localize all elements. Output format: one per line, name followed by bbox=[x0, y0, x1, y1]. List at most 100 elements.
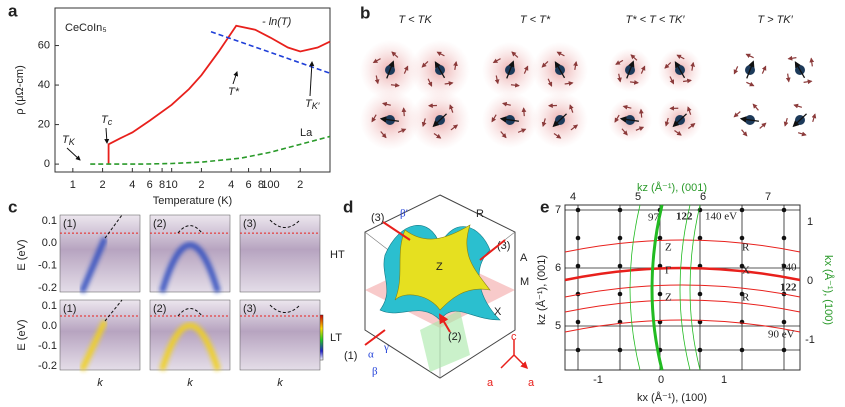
electron-spin bbox=[664, 117, 670, 127]
annotation-text: T bbox=[305, 98, 313, 110]
electron-spin bbox=[676, 54, 685, 60]
electron-spin bbox=[380, 131, 387, 139]
kx-contour bbox=[650, 204, 664, 371]
moment-spin bbox=[506, 60, 515, 79]
tick-label: 0 bbox=[658, 374, 664, 386]
label: β bbox=[372, 366, 378, 378]
panel-d: d (3) β′ R (3) Z A M X (1) α γ β (2) c a… bbox=[343, 194, 535, 389]
electron-spin bbox=[421, 60, 429, 68]
electron-spin bbox=[793, 103, 803, 109]
x-tick-label: 2 bbox=[100, 179, 106, 191]
bare-band bbox=[269, 304, 301, 313]
x-tick-label: 2 bbox=[297, 179, 303, 191]
band bbox=[159, 322, 221, 371]
label: M bbox=[520, 276, 529, 288]
grid-point bbox=[575, 207, 581, 213]
grid-point bbox=[575, 319, 581, 325]
electron-spin bbox=[491, 114, 497, 123]
electron-spin bbox=[629, 79, 639, 85]
point-label: X bbox=[742, 265, 750, 277]
y-tick-label: 0.1 bbox=[42, 215, 57, 227]
x-tick-label: 6 bbox=[147, 179, 153, 191]
kx-contour bbox=[679, 204, 691, 371]
electron-spin bbox=[682, 78, 692, 84]
y-tick-label: 0 bbox=[44, 158, 50, 170]
electron-spin bbox=[421, 118, 427, 128]
electron-spin bbox=[564, 81, 574, 86]
point-label: Z bbox=[665, 242, 672, 254]
plot-frame bbox=[564, 204, 801, 371]
electron-spin bbox=[492, 58, 501, 64]
y-tick-label: 40 bbox=[38, 79, 50, 91]
label: (3) bbox=[371, 212, 384, 224]
y-axis-label: ρ (μΩ-cm) bbox=[14, 65, 26, 115]
electron-spin bbox=[745, 53, 754, 59]
electron-spin bbox=[809, 57, 815, 67]
electron-spin bbox=[427, 78, 433, 87]
grid-point bbox=[697, 347, 703, 353]
electron-spin bbox=[433, 133, 442, 139]
electron-spin bbox=[746, 81, 755, 87]
grid-point bbox=[739, 207, 745, 213]
electron-spin bbox=[803, 79, 813, 85]
bare-band bbox=[104, 299, 123, 322]
series-line bbox=[107, 24, 331, 165]
grid-point bbox=[617, 235, 623, 241]
x-tick-label: 2 bbox=[198, 179, 204, 191]
grid-point bbox=[575, 347, 581, 353]
kz-contour bbox=[564, 284, 801, 298]
electron-spin bbox=[436, 51, 445, 57]
cut-label: (1) bbox=[63, 218, 76, 230]
grid-point bbox=[697, 235, 703, 241]
electron-spin bbox=[374, 75, 380, 85]
annotation-text: T bbox=[62, 134, 70, 146]
tick-label: 6 bbox=[700, 191, 706, 203]
series-name: CeCoIn₅ bbox=[65, 22, 107, 34]
electron-spin bbox=[541, 60, 549, 68]
electron-spin bbox=[401, 107, 407, 117]
grid-point bbox=[617, 291, 623, 297]
electron-spin bbox=[523, 65, 529, 74]
electron-spin bbox=[556, 51, 565, 57]
annotation: TK bbox=[62, 134, 76, 147]
plane bbox=[420, 310, 470, 372]
label: X bbox=[494, 306, 502, 318]
electron-spin bbox=[500, 131, 507, 139]
moment-spin bbox=[674, 61, 686, 79]
x-axis-label: k bbox=[187, 377, 193, 389]
y-tick-label: -0.2 bbox=[38, 360, 57, 372]
row-label: HT bbox=[330, 249, 345, 261]
electron-spin bbox=[553, 133, 562, 139]
grid-point bbox=[697, 319, 703, 325]
electron-spin bbox=[664, 62, 672, 69]
electron-spin bbox=[687, 106, 692, 115]
panel-label: e bbox=[540, 197, 549, 216]
annotation-arrow bbox=[104, 127, 110, 144]
x-tick-label: 4 bbox=[228, 179, 234, 191]
grid-point bbox=[575, 263, 581, 269]
series-name: - ln(T) bbox=[262, 16, 292, 28]
axes-glyph bbox=[500, 340, 527, 368]
annotation-arrow bbox=[309, 61, 315, 97]
electron-spin bbox=[622, 104, 632, 110]
cut-label: (2) bbox=[153, 218, 166, 230]
label: β′ bbox=[400, 208, 408, 220]
y-tick-label: 0.0 bbox=[42, 237, 57, 249]
electron-spin bbox=[638, 108, 644, 118]
electron-spin bbox=[570, 124, 579, 131]
axis-label: a bbox=[487, 377, 494, 389]
electron-spin bbox=[494, 75, 500, 85]
tick-label: 1 bbox=[807, 216, 813, 228]
electron-spin bbox=[521, 107, 527, 117]
electron-spin bbox=[669, 76, 675, 85]
tick-label: -1 bbox=[805, 334, 815, 346]
point-label: 140 bbox=[780, 262, 797, 274]
axis-label: a bbox=[528, 377, 535, 389]
grid-point bbox=[781, 235, 787, 241]
x-tick-label: 1 bbox=[70, 179, 76, 191]
grid-point bbox=[575, 235, 581, 241]
point-label: 97 bbox=[648, 212, 660, 224]
electron-spin bbox=[569, 104, 574, 113]
label: (1) bbox=[344, 350, 357, 362]
